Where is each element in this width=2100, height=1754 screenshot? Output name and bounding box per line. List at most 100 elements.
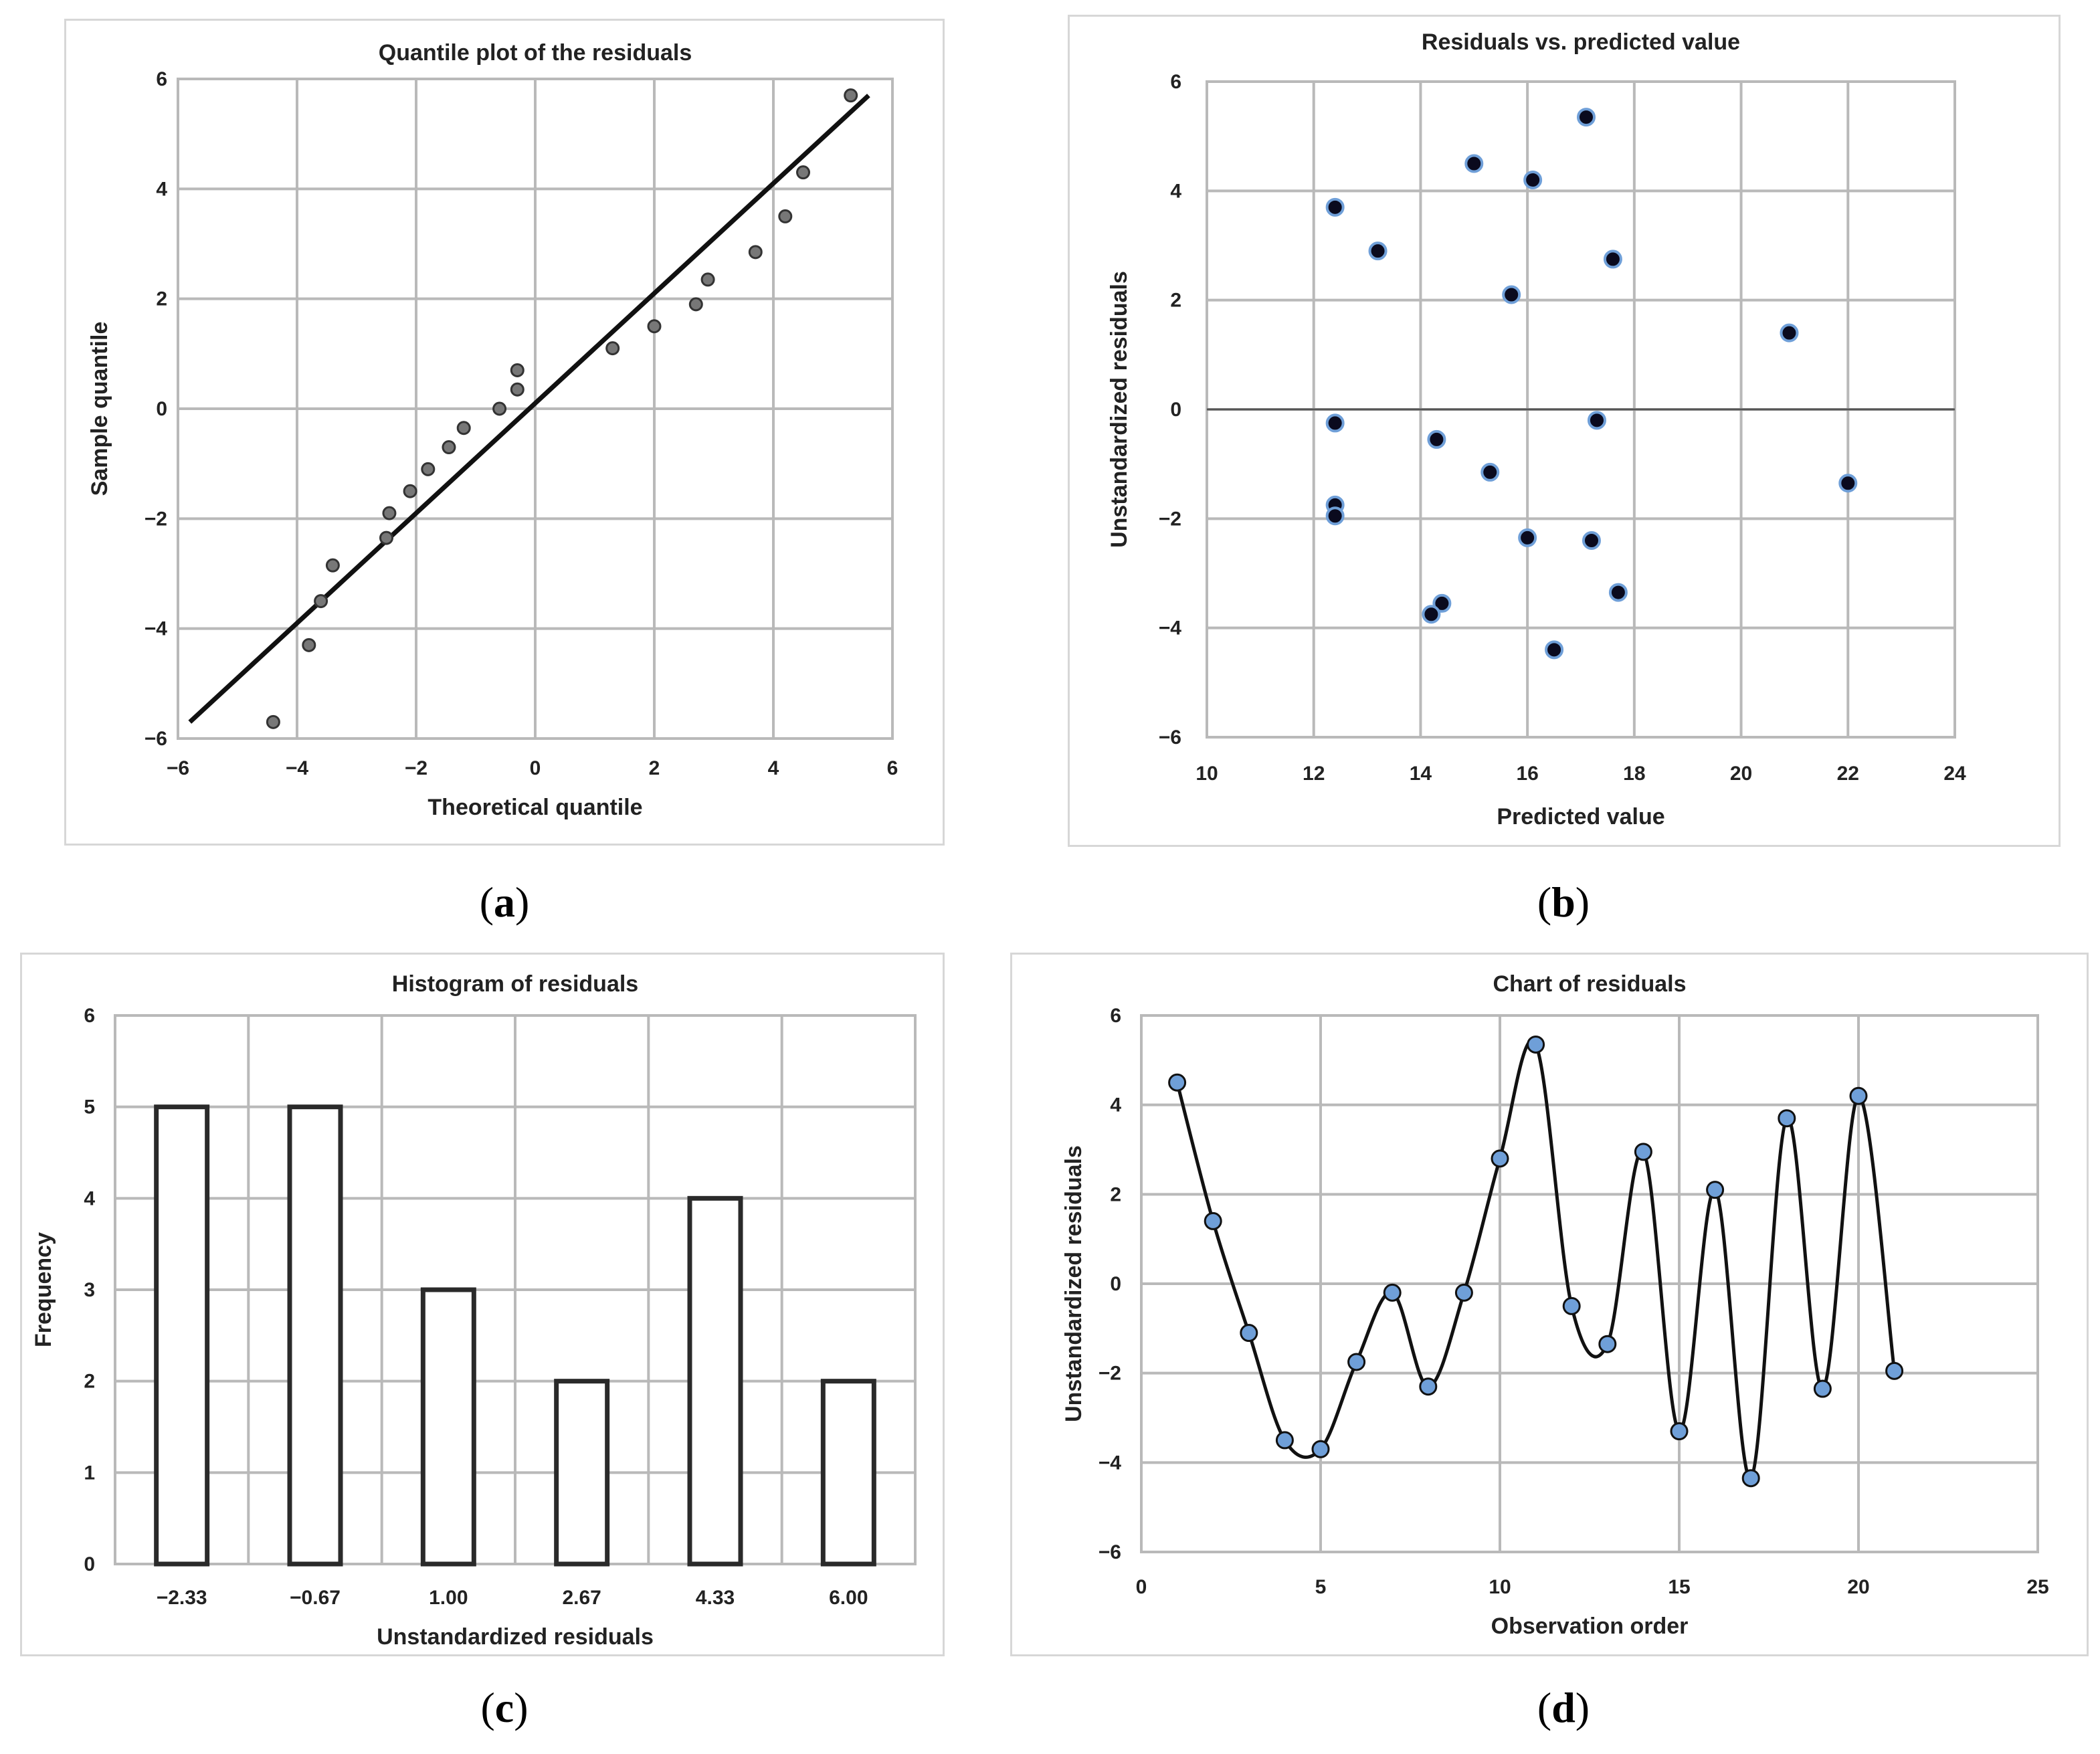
x-tick-label-c: −2.33 — [157, 1587, 207, 1609]
x-axis-label-c: Unstandardized residuals — [377, 1624, 654, 1650]
x-tick-label-a: 2 — [649, 757, 660, 779]
y-tick-label-b: 4 — [1170, 180, 1181, 202]
y-tick-label-c: 6 — [84, 1005, 95, 1027]
qq-point — [688, 297, 703, 312]
x-tick-label-b: 14 — [1410, 763, 1432, 785]
residual-point — [1325, 413, 1345, 433]
caption-c-letter: c — [494, 1684, 514, 1731]
observation-point — [1383, 1283, 1402, 1302]
qq-point — [302, 638, 316, 652]
residual-point — [1523, 171, 1543, 189]
chart-title-d: Chart of residuals — [1493, 971, 1686, 997]
y-tick-label-b: −4 — [1159, 617, 1182, 640]
x-tick-label-d: 0 — [1136, 1576, 1147, 1598]
observation-point — [1670, 1422, 1689, 1441]
y-tick-label-d: 6 — [1110, 1005, 1121, 1027]
y-tick-label-d: −6 — [1099, 1541, 1121, 1563]
y-tick-label-d: 0 — [1110, 1273, 1121, 1295]
residual-point — [1325, 506, 1345, 526]
x-tick-label-c: 2.67 — [562, 1587, 601, 1609]
x-axis-label-a: Theoretical quantile — [427, 795, 642, 820]
observation-point — [1813, 1379, 1832, 1398]
y-tick-label-a: 4 — [156, 178, 167, 200]
observation-point — [1454, 1283, 1473, 1302]
panel-a: Quantile plot of the residuals Theoretica… — [87, 40, 898, 820]
qq-point — [325, 558, 340, 573]
residual-point — [1427, 429, 1446, 449]
observation-point — [1204, 1211, 1222, 1230]
y-tick-label-c: 5 — [84, 1096, 95, 1118]
qq-point — [403, 484, 417, 498]
y-tick-label-b: 6 — [1170, 71, 1181, 93]
observation-point — [1741, 1469, 1760, 1488]
y-axis-label-a: Sample quantile — [87, 322, 112, 496]
y-tick-label-b: 2 — [1170, 290, 1181, 312]
histogram-bar — [420, 1287, 476, 1567]
x-tick-label-b: 12 — [1303, 763, 1325, 785]
residual-point — [1422, 605, 1441, 624]
y-tick-label-a: 2 — [156, 288, 167, 310]
residual-point — [1432, 593, 1452, 613]
x-tick-label-a: 0 — [530, 757, 541, 779]
qq-point — [379, 530, 393, 545]
residual-point — [1368, 241, 1388, 261]
observation-point — [1634, 1143, 1652, 1161]
observation-point — [1885, 1361, 1904, 1380]
residual-point — [1518, 528, 1537, 547]
observation-point — [1778, 1109, 1796, 1128]
qq-point — [778, 209, 793, 223]
panel-c: Histogram of residuals Unstandardized res… — [31, 971, 917, 1650]
x-tick-label-d: 25 — [2026, 1576, 2048, 1598]
y-axis-label-d: Unstandardized residuals — [1061, 1145, 1086, 1422]
observation-point — [1419, 1377, 1438, 1396]
caption-b-letter: b — [1551, 878, 1576, 926]
x-tick-label-d: 15 — [1668, 1576, 1690, 1598]
y-tick-label-c: 3 — [84, 1279, 95, 1301]
observation-point — [1240, 1324, 1258, 1343]
x-tick-label-a: 4 — [768, 757, 779, 779]
histogram-bar — [554, 1379, 610, 1567]
panel-d: Chart of residuals Observation order Unsta… — [1061, 971, 2049, 1639]
x-tick-label-b: 10 — [1196, 763, 1218, 785]
chart-title-a: Quantile plot of the residuals — [379, 40, 692, 66]
residual-point — [1481, 462, 1500, 482]
histogram-bar — [287, 1104, 343, 1567]
observation-point — [1347, 1353, 1366, 1371]
observation-point — [1275, 1431, 1294, 1450]
caption-a-letter: a — [494, 878, 515, 926]
qq-point — [421, 462, 436, 476]
y-tick-label-d: 4 — [1110, 1094, 1121, 1116]
residual-point — [1464, 154, 1484, 173]
observation-point — [1311, 1440, 1330, 1458]
caption-c: (c) — [480, 1684, 529, 1731]
x-tick-label-b: 22 — [1837, 763, 1859, 785]
y-tick-label-a: −4 — [145, 618, 168, 640]
y-tick-label-b: −6 — [1159, 726, 1181, 749]
qq-point — [510, 382, 524, 397]
x-axis-label-b: Predicted value — [1497, 804, 1664, 830]
residual-point — [1502, 285, 1521, 304]
residual-point — [1587, 411, 1606, 430]
caption-d-letter: d — [1551, 1684, 1576, 1731]
residual-point — [1608, 583, 1628, 602]
qq-point — [510, 363, 524, 377]
y-axis-label-c: Frequency — [31, 1232, 56, 1347]
x-tick-label-a: −6 — [167, 757, 189, 779]
x-tick-label-a: 6 — [887, 757, 898, 779]
x-tick-label-b: 20 — [1730, 763, 1752, 785]
observation-point — [1562, 1296, 1581, 1315]
x-tick-label-a: −4 — [286, 757, 309, 779]
y-tick-label-a: −2 — [145, 508, 167, 530]
caption-b: (b) — [1537, 878, 1590, 926]
x-tick-label-d: 5 — [1315, 1576, 1327, 1598]
chart-title-c: Histogram of residuals — [392, 971, 638, 997]
x-tick-label-b: 24 — [1943, 763, 1966, 785]
x-tick-label-b: 16 — [1516, 763, 1538, 785]
x-tick-label-c: 1.00 — [429, 1587, 468, 1609]
residual-point — [1780, 323, 1799, 343]
y-tick-label-c: 0 — [84, 1553, 95, 1575]
residual-point — [1582, 531, 1601, 550]
residual-point — [1603, 250, 1622, 269]
qq-point — [796, 165, 810, 180]
residual-point — [1325, 197, 1345, 217]
